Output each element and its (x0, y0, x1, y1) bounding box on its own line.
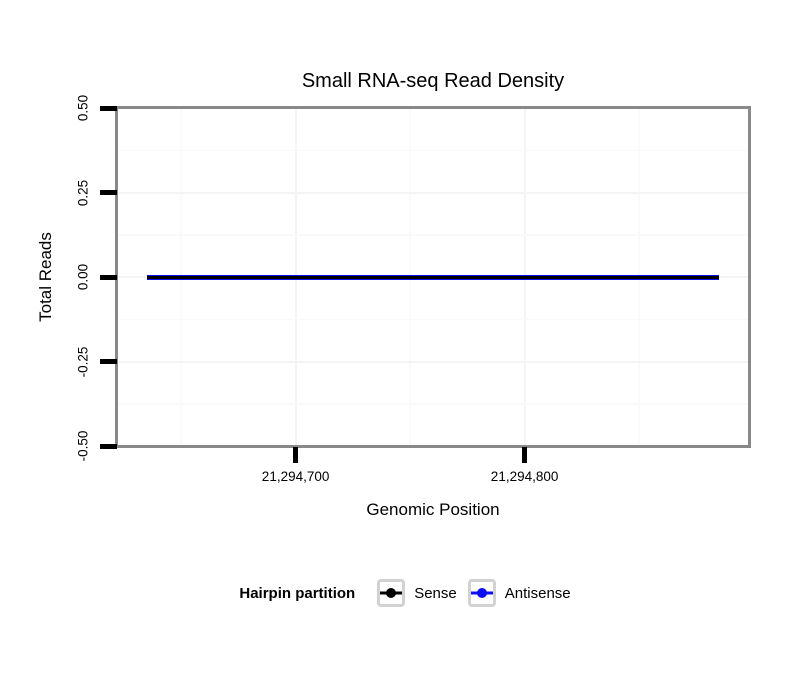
gridline-horizontal-minor (117, 234, 749, 236)
x-axis-tick (522, 447, 528, 463)
gridline-horizontal-major (117, 191, 749, 194)
gridline-horizontal-minor (117, 318, 749, 320)
y-axis-tick (100, 105, 117, 111)
x-axis-tick (293, 447, 299, 463)
y-tick-label: 0.00 (75, 263, 91, 291)
legend: Hairpin partition Sense Antisense (0, 577, 810, 609)
x-axis-title: Genomic Position (366, 500, 500, 519)
gridline-horizontal-major (117, 445, 749, 447)
y-tick-label: -0.25 (75, 346, 91, 377)
legend-entry-label: Sense (414, 584, 457, 602)
legend-point-icon (386, 588, 397, 598)
series-line-sense (146, 275, 720, 279)
legend-entry-label: Antisense (504, 584, 571, 602)
gridline-horizontal-minor (117, 403, 749, 405)
y-tick-label: 0.25 (75, 179, 91, 206)
y-axis-tick (100, 359, 117, 364)
y-axis-tick (100, 190, 117, 195)
y-axis-tick (100, 274, 117, 280)
x-tick-label: 21,294,700 (261, 469, 330, 484)
legend-title: Hairpin partition (239, 584, 356, 602)
y-axis-tick (100, 443, 117, 449)
chart-title: Small RNA-seq Read Density (301, 70, 565, 92)
gridline-horizontal-minor (117, 149, 749, 151)
legend-entries: Sense Antisense (377, 579, 571, 607)
y-axis-title: Total Reads (36, 232, 55, 322)
legend-key-sense (377, 579, 406, 607)
legend-point-icon (476, 588, 487, 598)
y-tick-label: 0.50 (75, 94, 91, 122)
gridline-horizontal-major (117, 107, 749, 109)
legend-key-antisense (467, 579, 496, 607)
gridline-horizontal-major (117, 360, 749, 363)
x-tick-label: 21,294,800 (490, 469, 559, 484)
y-tick-label: -0.50 (75, 430, 91, 462)
